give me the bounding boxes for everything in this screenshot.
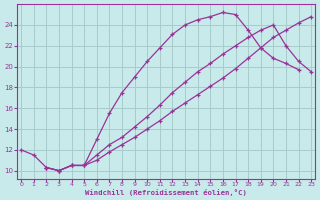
- X-axis label: Windchill (Refroidissement éolien,°C): Windchill (Refroidissement éolien,°C): [85, 189, 247, 196]
